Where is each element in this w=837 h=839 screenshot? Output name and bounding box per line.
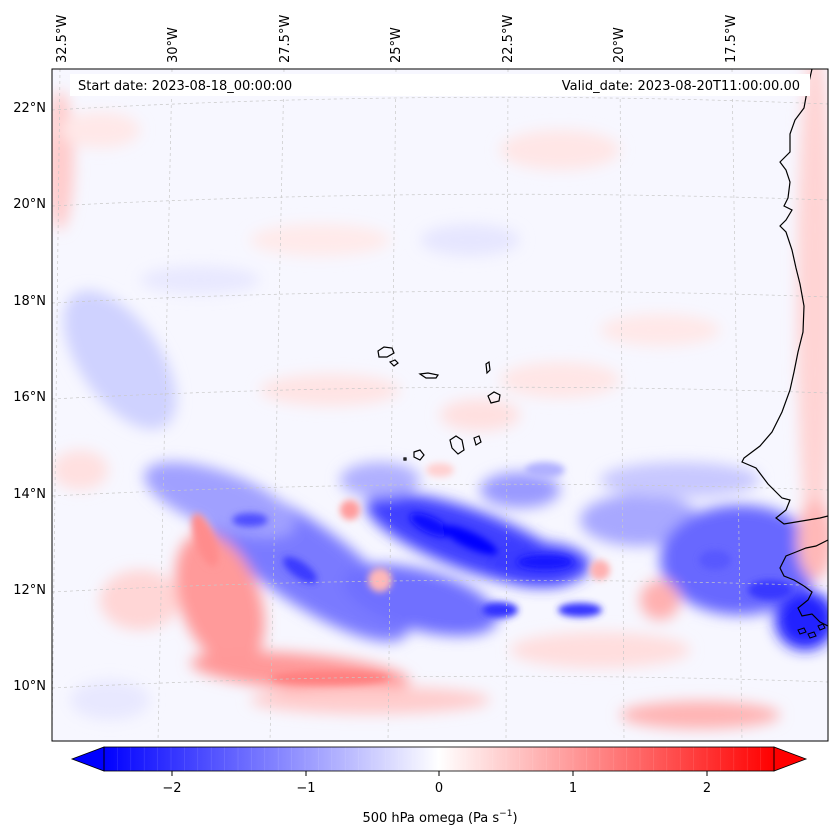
- valid-date-text: Valid_date: 2023-08-20T11:00:00.00: [562, 79, 800, 94]
- colorbar-title: 500 hPa omega (Pa s−1): [362, 809, 517, 826]
- colorbar-extend-high: [773, 746, 808, 772]
- colorbar: −2 −1 0 1 2 500 hPa omega (Pa s−1): [70, 746, 808, 826]
- island-sal: [485, 360, 491, 375]
- lat-label: 14°N: [13, 487, 46, 502]
- lon-label: 20°W: [612, 27, 627, 63]
- island-brava: [403, 457, 407, 461]
- island-sao-vicente: [388, 359, 399, 367]
- colorbar-title-main: 500 hPa omega (Pa s: [362, 811, 499, 826]
- header-band: [70, 74, 810, 96]
- colorbar-body: [104, 747, 774, 771]
- colorbar-steps: [117, 747, 761, 771]
- island-santiago: [449, 435, 465, 455]
- bijagos-islands: [797, 623, 826, 639]
- colorbar-tick-label: −2: [162, 781, 181, 796]
- colorbar-extend-low: [70, 746, 105, 772]
- lon-label: 27.5°W: [278, 15, 293, 63]
- colorbar-tick-label: −1: [296, 781, 315, 796]
- lat-label: 12°N: [13, 583, 46, 598]
- africa-coastline: [741, 69, 828, 525]
- lon-label: 30°W: [166, 27, 181, 63]
- africa-coastline-south: [779, 539, 828, 627]
- map-panel: Start date: 2023-08-18_00:00:00 Valid_da…: [52, 69, 828, 741]
- lat-label: 22°N: [13, 101, 46, 116]
- colorbar-title-sup: −1: [499, 809, 512, 819]
- gridlines: [52, 69, 828, 741]
- colorbar-tick-label: 0: [435, 781, 443, 796]
- lon-label: 25°W: [389, 27, 404, 63]
- start-date-text: Start date: 2023-08-18_00:00:00: [78, 79, 292, 94]
- island-maio: [473, 435, 482, 446]
- cape-verde-islands: [377, 346, 501, 461]
- lon-label: 22.5°W: [501, 15, 516, 63]
- colorbar-tick-label: 1: [569, 781, 577, 796]
- island-boa-vista: [487, 391, 501, 404]
- longitude-labels: 32.5°W 30°W 27.5°W 25°W 22.5°W 20°W 17.5…: [55, 15, 739, 63]
- latitude-labels: 22°N 20°N 18°N 16°N 14°N 12°N 10°N: [13, 101, 46, 694]
- map-frame: [51, 68, 829, 742]
- island-fogo: [413, 449, 425, 461]
- lat-label: 10°N: [13, 679, 46, 694]
- lat-label: 20°N: [13, 197, 46, 212]
- lon-label: 17.5°W: [724, 15, 739, 63]
- lat-label: 16°N: [13, 390, 46, 405]
- colorbar-title-end: ): [512, 811, 517, 826]
- island-santo-antao: [377, 346, 395, 358]
- lat-label: 18°N: [13, 294, 46, 309]
- colorbar-tick-label: 2: [703, 781, 711, 796]
- island-sao-nicolau: [418, 372, 439, 379]
- colorbar-ticks: [171, 771, 708, 776]
- lon-label: 32.5°W: [55, 15, 70, 63]
